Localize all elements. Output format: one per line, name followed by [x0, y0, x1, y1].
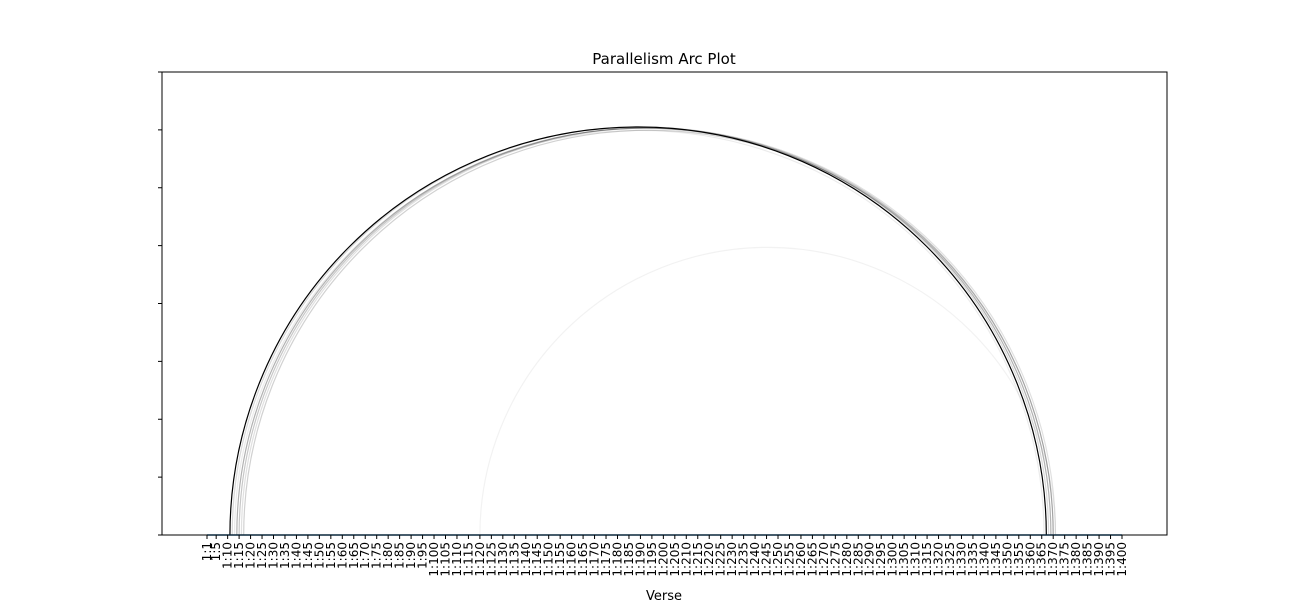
x-tick-label: 1:100 — [427, 542, 441, 577]
x-tick-label: 1:370 — [1046, 542, 1060, 577]
x-axis-label: Verse — [646, 589, 682, 601]
x-tick-label: 1:10 — [221, 542, 235, 569]
plot-frame — [161, 71, 1168, 536]
x-tick-label: 1:330 — [954, 542, 968, 577]
x-tick-label: 1:20 — [244, 542, 258, 569]
x-tick-label: 1:30 — [267, 542, 281, 569]
x-tick-label: 1:285 — [851, 542, 865, 577]
x-tick-label: 1:245 — [760, 542, 774, 577]
x-tick-label: 1:185 — [622, 542, 636, 577]
x-tick-label: 1:195 — [645, 542, 659, 577]
x-tick-label: 1:280 — [840, 542, 854, 577]
x-tick-label: 1:350 — [1000, 542, 1014, 577]
arc-1 — [229, 127, 1047, 536]
x-tick-label: 1:5 — [209, 542, 223, 561]
x-tick-label: 1:130 — [496, 542, 510, 577]
x-tick-label: 1:115 — [461, 542, 475, 577]
x-tick-label: 1:250 — [771, 542, 785, 577]
x-tick-label: 1:95 — [416, 542, 430, 569]
x-tick-label: 1:320 — [932, 542, 946, 577]
x-tick-label: 1:75 — [370, 542, 384, 569]
x-tick-label: 1:290 — [863, 542, 877, 577]
x-tick-label: 1:80 — [381, 542, 395, 569]
y-axis-ticks — [158, 71, 162, 536]
x-tick-label: 1:200 — [656, 542, 670, 577]
x-tick-label: 1:180 — [610, 542, 624, 577]
x-tick-label: 1:135 — [507, 542, 521, 577]
x-tick-label: 1:385 — [1081, 542, 1095, 577]
x-tick-label: 1:205 — [668, 542, 682, 577]
x-tick-label: 1:60 — [335, 542, 349, 569]
x-tick-label: 1:375 — [1058, 542, 1072, 577]
x-tick-label: 1:70 — [358, 542, 372, 569]
arc-7 — [233, 130, 1045, 536]
arc-6 — [240, 127, 1057, 536]
x-tick-label: 1:145 — [530, 542, 544, 577]
x-tick-label: 1:345 — [989, 542, 1003, 577]
x-tick-label: 1:265 — [805, 542, 819, 577]
x-tick-label: 1:295 — [874, 542, 888, 577]
x-tick-label: 1:215 — [691, 542, 705, 577]
x-tick-label: 1:355 — [1012, 542, 1026, 577]
x-tick-label: 1:55 — [324, 542, 338, 569]
x-tick-label: 1:335 — [966, 542, 980, 577]
x-tick-label: 1:360 — [1023, 542, 1037, 577]
x-tick-label: 1:40 — [289, 542, 303, 569]
x-tick-label: 1:150 — [542, 542, 556, 577]
x-tick-label: 1:310 — [909, 542, 923, 577]
x-tick-label: 1:325 — [943, 542, 957, 577]
arc-5 — [231, 126, 1050, 536]
x-tick-label: 1:240 — [748, 542, 762, 577]
x-tick-label: 1:1 — [200, 542, 214, 561]
x-tick-label: 1:220 — [702, 542, 716, 577]
x-tick-label: 1:65 — [347, 542, 361, 569]
x-tick-label: 1:165 — [576, 542, 590, 577]
arc-3 — [239, 128, 1053, 535]
x-tick-label: 1:140 — [519, 542, 533, 577]
x-tick-label: 1:35 — [278, 542, 292, 569]
x-tick-label: 1:315 — [920, 542, 934, 577]
x-tick-label: 1:255 — [782, 542, 796, 577]
x-tick-label: 1:230 — [725, 542, 739, 577]
arc-8 — [479, 246, 1057, 536]
x-tick-label: 1:90 — [404, 542, 418, 569]
x-tick-label: 1:190 — [633, 542, 647, 577]
x-tick-label: 1:15 — [232, 542, 246, 569]
arc-4 — [244, 130, 1054, 535]
x-tick-label: 1:225 — [714, 542, 728, 577]
arc-2 — [236, 127, 1052, 536]
chart-title: Parallelism Arc Plot — [592, 50, 736, 68]
x-tick-label: 1:45 — [301, 542, 315, 569]
x-tick-label: 1:270 — [817, 542, 831, 577]
x-tick-label: 1:305 — [897, 542, 911, 577]
x-axis-ticks: 1:11:51:101:151:201:251:301:351:401:451:… — [200, 535, 1129, 577]
x-tick-label: 1:400 — [1115, 542, 1129, 577]
x-tick-label: 1:120 — [473, 542, 487, 577]
x-tick-label: 1:175 — [599, 542, 613, 577]
x-tick-label: 1:395 — [1104, 542, 1118, 577]
x-tick-label: 1:170 — [588, 542, 602, 577]
x-tick-label: 1:365 — [1035, 542, 1049, 577]
x-tick-label: 1:390 — [1092, 542, 1106, 577]
x-tick-label: 1:50 — [312, 542, 326, 569]
x-tick-label: 1:210 — [679, 542, 693, 577]
x-tick-label: 1:260 — [794, 542, 808, 577]
x-tick-label: 1:105 — [438, 542, 452, 577]
arcs-layer — [229, 126, 1057, 536]
x-tick-label: 1:380 — [1069, 542, 1083, 577]
x-tick-label: 1:110 — [450, 542, 464, 577]
x-tick-label: 1:125 — [484, 542, 498, 577]
x-tick-label: 1:275 — [828, 542, 842, 577]
x-tick-label: 1:85 — [393, 542, 407, 569]
x-tick-label: 1:235 — [737, 542, 751, 577]
x-tick-label: 1:340 — [977, 542, 991, 577]
x-tick-label: 1:25 — [255, 542, 269, 569]
x-tick-label: 1:155 — [553, 542, 567, 577]
x-tick-label: 1:300 — [886, 542, 900, 577]
x-tick-label: 1:160 — [565, 542, 579, 577]
